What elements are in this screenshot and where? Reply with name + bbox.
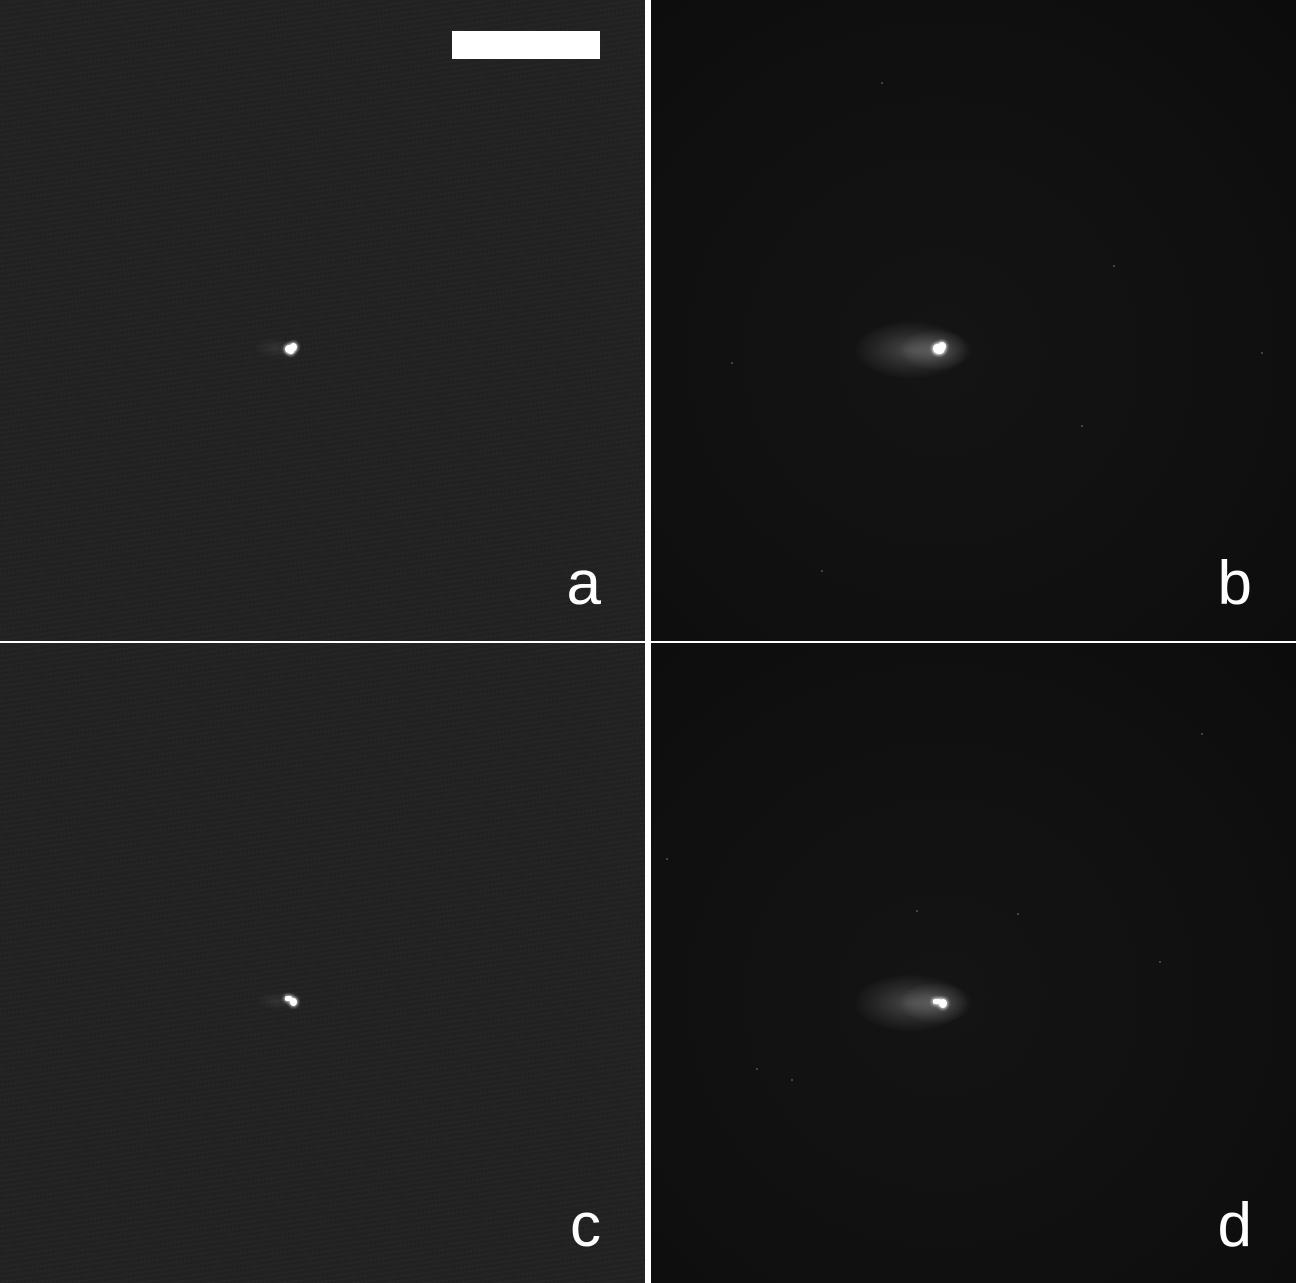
panel-d: d (651, 643, 1296, 1283)
particle-halo (856, 322, 966, 378)
noise-speck (881, 82, 883, 84)
bright-particle (288, 348, 294, 354)
noise-speck (1261, 352, 1263, 354)
panel-a: a (0, 0, 645, 641)
bright-particle (285, 996, 292, 1001)
bright-particle (933, 999, 941, 1004)
noise-speck (1017, 913, 1019, 915)
bright-particle (290, 343, 297, 351)
noise-speck (1081, 425, 1083, 427)
noise-speck (1159, 961, 1161, 963)
noise-speck (666, 858, 668, 860)
noise-speck (756, 1068, 758, 1070)
panel-b: b (651, 0, 1296, 641)
panel-c: c (0, 643, 645, 1283)
noise-speck (821, 570, 823, 572)
panel-label: a (566, 549, 601, 618)
noise-speck (1201, 733, 1203, 735)
noise-speck (731, 362, 733, 364)
bright-particle (938, 342, 946, 351)
bright-particle (939, 999, 947, 1008)
bright-particle (290, 998, 297, 1006)
noise-speck (1113, 265, 1115, 267)
panel-label: d (1217, 1191, 1252, 1260)
scale-bar (452, 31, 600, 59)
panel-label: b (1217, 549, 1252, 618)
particle-halo (856, 975, 966, 1031)
bright-particle (935, 348, 944, 354)
particle-halo (255, 338, 295, 358)
panel-label: c (570, 1191, 601, 1260)
noise-speck (916, 910, 918, 912)
noise-speck (791, 1079, 793, 1081)
